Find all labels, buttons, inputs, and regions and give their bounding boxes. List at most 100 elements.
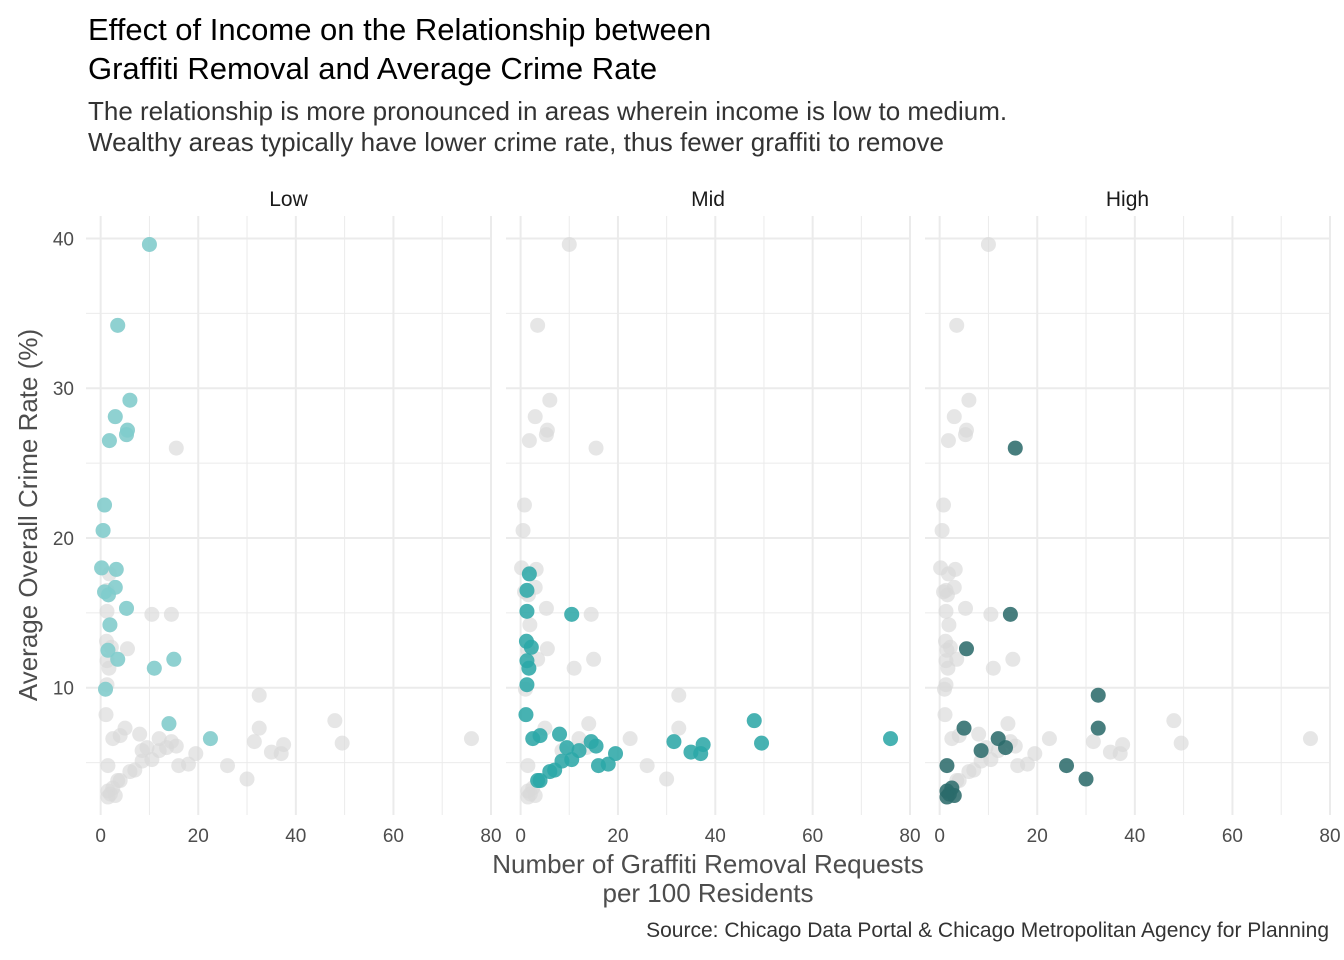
data-point-mid (523, 639, 539, 655)
background-point-high (985, 660, 1001, 676)
data-point-high (1007, 440, 1023, 456)
y-tick-label: 10 (53, 679, 74, 700)
background-point-high (946, 409, 962, 425)
data-point-mid (521, 660, 537, 676)
background-point-high (1166, 713, 1182, 729)
data-point-mid (519, 582, 535, 598)
x-tick-label-high: 20 (1027, 826, 1048, 847)
background-point-mid (671, 720, 687, 736)
background-point-high (958, 427, 973, 443)
data-point-high (1090, 720, 1106, 736)
data-point-low (202, 731, 218, 747)
background-point-low (168, 440, 184, 456)
x-tick-label-low: 40 (285, 826, 306, 847)
data-point-mid (588, 738, 604, 754)
data-point-mid (754, 735, 770, 751)
data-point-low (94, 560, 110, 576)
data-point-low (122, 392, 138, 408)
chart-subtitle-line2: Wealthy areas typically have lower crime… (88, 127, 944, 157)
background-point-high (949, 317, 965, 333)
background-point-high (937, 707, 953, 723)
background-point-high (1302, 731, 1318, 747)
background-point-low (134, 743, 150, 759)
background-point-mid (622, 731, 638, 747)
background-point-low (99, 603, 115, 619)
background-point-high (940, 566, 956, 582)
background-point-low (119, 641, 135, 657)
background-point-mid (581, 716, 597, 732)
data-point-mid (666, 734, 682, 750)
background-point-low (100, 758, 116, 774)
background-point-low (239, 771, 255, 787)
data-point-low (166, 651, 182, 667)
data-point-mid (746, 713, 762, 729)
x-tick-label-mid: 20 (607, 826, 628, 847)
background-point-high (1000, 716, 1016, 732)
x-axis-title-line1: Number of Graffiti Removal Requests (492, 849, 924, 879)
data-point-low (95, 522, 111, 538)
data-point-low (97, 497, 113, 513)
data-point-mid (532, 728, 548, 744)
x-tick-label-low: 20 (188, 826, 209, 847)
background-point-low (144, 606, 160, 622)
data-point-low (119, 600, 134, 616)
background-point-low (100, 789, 116, 805)
data-point-high (956, 720, 972, 736)
x-tick-label-low: 60 (383, 826, 404, 847)
data-point-high (973, 743, 989, 759)
x-tick-label-mid: 60 (802, 826, 823, 847)
chart-title-line1: Effect of Income on the Relationship bet… (88, 12, 712, 47)
background-point-high (980, 236, 996, 252)
data-point-low (100, 587, 116, 603)
data-point-low (161, 716, 177, 732)
background-point-high (1027, 746, 1043, 762)
data-point-low (141, 236, 157, 252)
x-tick-label-high: 80 (1319, 826, 1340, 847)
facet-label-high: High (1106, 188, 1149, 211)
background-point-mid (538, 427, 554, 443)
data-point-low (98, 681, 114, 697)
x-tick-label-mid: 40 (705, 826, 726, 847)
background-point-mid (521, 433, 537, 449)
data-point-high (1090, 687, 1106, 703)
data-point-mid (559, 740, 575, 756)
data-point-mid (547, 762, 563, 778)
background-point-high (983, 606, 999, 622)
background-point-mid (671, 687, 687, 703)
y-axis-title: Average Overall Crime Rate (%) (13, 329, 43, 701)
background-point-low (463, 731, 479, 747)
background-point-mid (520, 758, 536, 774)
x-tick-label-high: 0 (934, 826, 945, 847)
background-point-high (958, 600, 973, 616)
background-point-high (938, 603, 954, 619)
chart-subtitle: The relationship is more pronounced in a… (88, 96, 1007, 158)
background-point-mid (539, 641, 555, 657)
background-point-mid (520, 789, 536, 805)
data-point-low (146, 660, 162, 676)
background-point-high (961, 764, 977, 780)
data-point-low (119, 427, 134, 443)
background-point-low (327, 713, 343, 729)
background-point-high (940, 660, 956, 676)
x-tick-label-mid: 80 (899, 826, 920, 847)
chart-caption: Source: Chicago Data Portal & Chicago Me… (646, 919, 1329, 942)
background-point-low (98, 707, 114, 723)
background-point-high (971, 726, 987, 742)
data-point-mid (521, 566, 537, 582)
background-point-mid (586, 651, 602, 667)
background-point-high (1085, 734, 1101, 750)
background-point-mid (530, 317, 546, 333)
background-point-low (163, 606, 179, 622)
background-point-low (105, 731, 121, 747)
background-point-low (220, 758, 236, 774)
data-point-low (110, 317, 126, 333)
background-point-high (1112, 746, 1128, 762)
background-point-low (334, 735, 350, 751)
background-point-high (938, 582, 954, 598)
background-point-mid (538, 600, 554, 616)
background-point-low (273, 746, 289, 762)
data-point-mid (530, 773, 546, 789)
data-point-mid (518, 707, 534, 723)
x-tick-label-high: 40 (1124, 826, 1145, 847)
